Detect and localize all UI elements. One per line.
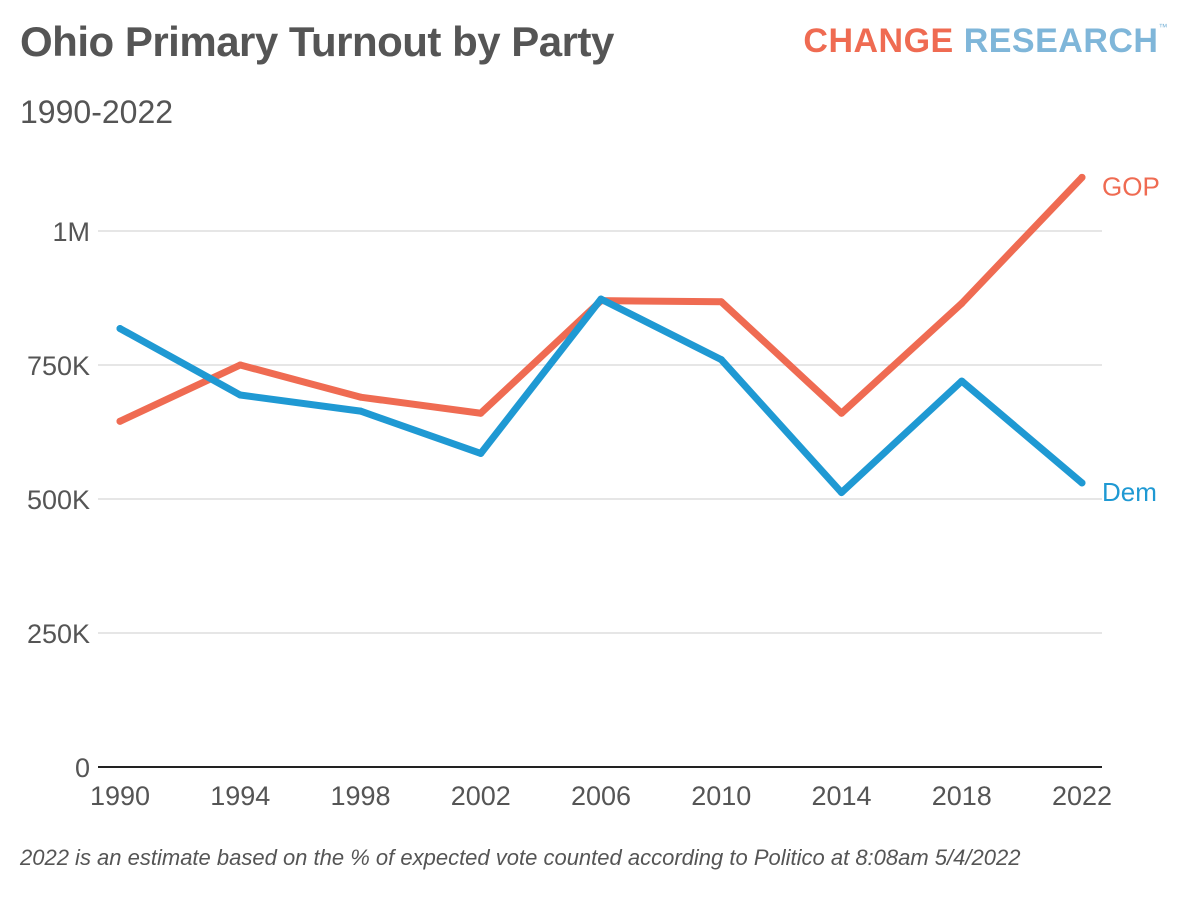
x-tick-label: 2014 [811, 781, 871, 811]
x-tick-label: 1990 [90, 781, 150, 811]
data-point-dem [477, 449, 485, 457]
chart-title: Ohio Primary Turnout by Party [20, 18, 614, 65]
gridlines [98, 230, 1102, 634]
logo-trademark: ™ [1158, 22, 1168, 32]
data-point-dem [116, 325, 124, 333]
x-tick-label: 1998 [330, 781, 390, 811]
data-point-gop [717, 298, 725, 306]
data-point-dem [717, 356, 725, 364]
data-point-gop [838, 409, 845, 417]
y-tick-label: 250K [27, 619, 90, 649]
series-labels: GOP Dem [1102, 171, 1160, 507]
footnote: 2022 is an estimate based on the % of ex… [20, 845, 1021, 870]
logo-word-research: RESEARCH [963, 22, 1159, 60]
axes: 0 250K 500K 750K 1M 1990 1994 1998 2002 2006 2010 2… [27, 217, 1112, 811]
y-tick-label: 1M [52, 217, 90, 247]
series-lines [116, 173, 1086, 497]
series-label-gop: GOP [1102, 171, 1160, 201]
x-tick-label: 1994 [210, 781, 270, 811]
data-point-dem [236, 391, 244, 399]
change-research-logo: CHANGE RESEARCH™ [803, 22, 1168, 61]
data-point-dem [838, 489, 845, 497]
data-point-gop [1078, 173, 1086, 181]
data-point-dem [597, 295, 605, 303]
y-tick-label: 750K [27, 351, 90, 381]
x-tick-label: 2006 [571, 781, 631, 811]
x-tick-label: 2018 [932, 781, 992, 811]
x-tick-label: 2022 [1052, 781, 1112, 811]
data-point-gop [236, 361, 244, 369]
data-point-gop [958, 299, 966, 307]
data-point-gop [116, 417, 124, 425]
data-point-dem [357, 407, 364, 415]
x-tick-label: 2010 [691, 781, 751, 811]
data-point-gop [357, 393, 364, 401]
data-point-dem [958, 377, 966, 385]
y-tick-label: 0 [75, 753, 90, 783]
chart-subtitle: 1990-2022 [20, 94, 174, 130]
data-point-dem [1078, 479, 1086, 487]
y-tick-label: 500K [27, 485, 90, 515]
logo-word-change: CHANGE [803, 22, 954, 60]
x-tick-label: 2002 [451, 781, 511, 811]
data-point-gop [477, 409, 485, 417]
series-label-dem: Dem [1102, 477, 1157, 507]
